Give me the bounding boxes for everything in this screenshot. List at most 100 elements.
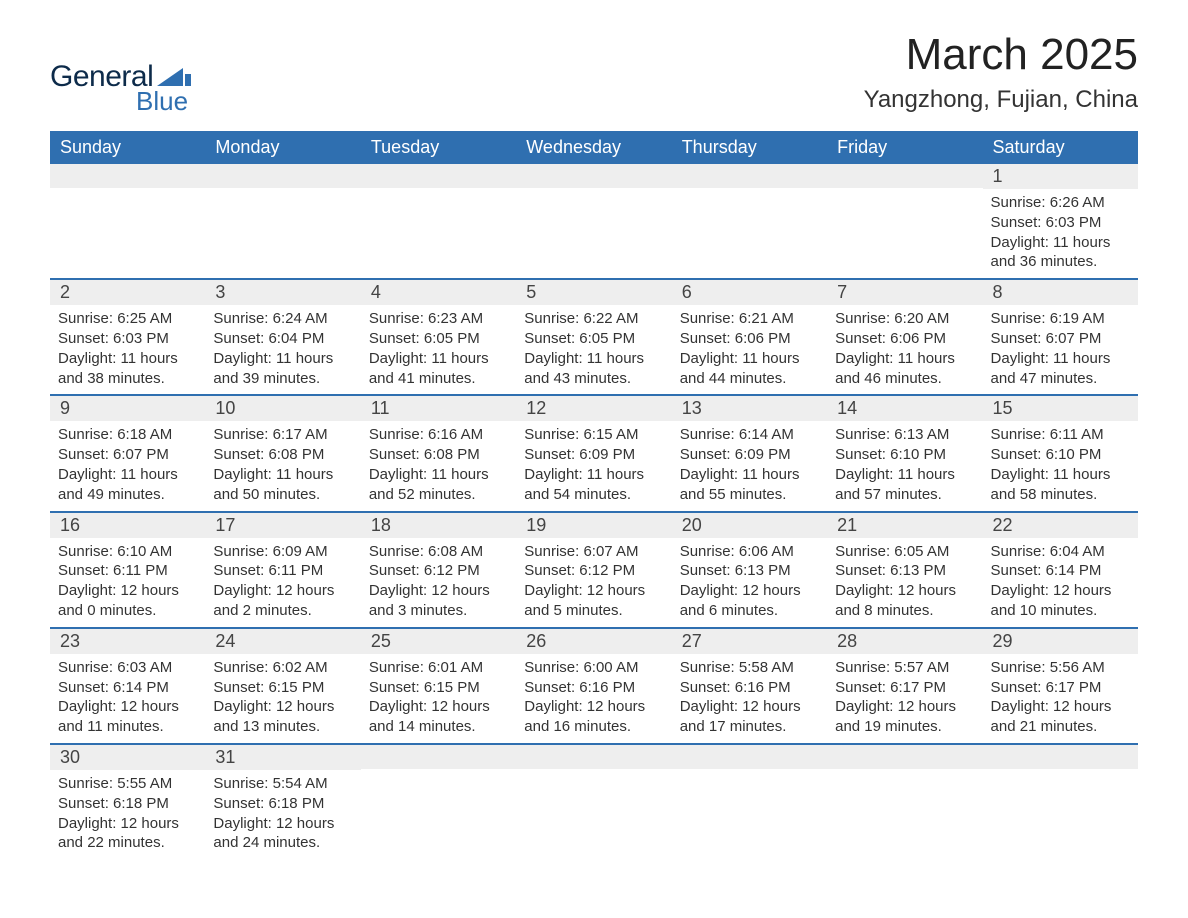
daylight-text: Daylight: 11 hours and 44 minutes. — [680, 349, 819, 389]
daylight-text: Daylight: 12 hours and 14 minutes. — [369, 697, 508, 737]
sunset-text: Sunset: 6:03 PM — [58, 329, 197, 349]
calendar-cell — [983, 745, 1138, 859]
sunrise-text: Sunrise: 6:22 AM — [524, 309, 663, 329]
sunset-text: Sunset: 6:15 PM — [369, 678, 508, 698]
calendar-cell: 3Sunrise: 6:24 AMSunset: 6:04 PMDaylight… — [205, 280, 360, 394]
daylight-text: Daylight: 12 hours and 11 minutes. — [58, 697, 197, 737]
day-number: 8 — [983, 280, 1138, 305]
sunrise-text: Sunrise: 6:03 AM — [58, 658, 197, 678]
sunrise-text: Sunrise: 6:01 AM — [369, 658, 508, 678]
calendar-cell: 20Sunrise: 6:06 AMSunset: 6:13 PMDayligh… — [672, 513, 827, 627]
calendar-cell — [672, 745, 827, 859]
cell-body: Sunrise: 6:19 AMSunset: 6:07 PMDaylight:… — [983, 305, 1138, 390]
cell-body: Sunrise: 6:03 AMSunset: 6:14 PMDaylight:… — [50, 654, 205, 739]
cell-body: Sunrise: 6:16 AMSunset: 6:08 PMDaylight:… — [361, 421, 516, 506]
calendar-cell — [516, 164, 671, 278]
day-number: 23 — [50, 629, 205, 654]
cell-body: Sunrise: 6:20 AMSunset: 6:06 PMDaylight:… — [827, 305, 982, 390]
cell-body: Sunrise: 6:11 AMSunset: 6:10 PMDaylight:… — [983, 421, 1138, 506]
cell-body: Sunrise: 6:21 AMSunset: 6:06 PMDaylight:… — [672, 305, 827, 390]
cell-body: Sunrise: 5:58 AMSunset: 6:16 PMDaylight:… — [672, 654, 827, 739]
sunset-text: Sunset: 6:09 PM — [680, 445, 819, 465]
day-number: 11 — [361, 396, 516, 421]
day-number: 9 — [50, 396, 205, 421]
logo: General Blue — [50, 30, 191, 117]
cell-body: Sunrise: 6:13 AMSunset: 6:10 PMDaylight:… — [827, 421, 982, 506]
calendar-week: 16Sunrise: 6:10 AMSunset: 6:11 PMDayligh… — [50, 511, 1138, 627]
sunset-text: Sunset: 6:16 PM — [680, 678, 819, 698]
calendar-cell: 22Sunrise: 6:04 AMSunset: 6:14 PMDayligh… — [983, 513, 1138, 627]
daylight-text: Daylight: 11 hours and 38 minutes. — [58, 349, 197, 389]
cell-body: Sunrise: 6:00 AMSunset: 6:16 PMDaylight:… — [516, 654, 671, 739]
sunrise-text: Sunrise: 5:54 AM — [213, 774, 352, 794]
logo-text-blue: Blue — [136, 86, 188, 117]
sunset-text: Sunset: 6:04 PM — [213, 329, 352, 349]
calendar-cell: 6Sunrise: 6:21 AMSunset: 6:06 PMDaylight… — [672, 280, 827, 394]
sunset-text: Sunset: 6:17 PM — [991, 678, 1130, 698]
calendar-week: 9Sunrise: 6:18 AMSunset: 6:07 PMDaylight… — [50, 394, 1138, 510]
day-number: 5 — [516, 280, 671, 305]
day-number: 14 — [827, 396, 982, 421]
cell-body: Sunrise: 5:56 AMSunset: 6:17 PMDaylight:… — [983, 654, 1138, 739]
sunset-text: Sunset: 6:13 PM — [680, 561, 819, 581]
day-number: 10 — [205, 396, 360, 421]
sunrise-text: Sunrise: 6:21 AM — [680, 309, 819, 329]
day-number: 28 — [827, 629, 982, 654]
cell-body: Sunrise: 6:06 AMSunset: 6:13 PMDaylight:… — [672, 538, 827, 623]
daylight-text: Daylight: 11 hours and 36 minutes. — [991, 233, 1130, 273]
day-number: 24 — [205, 629, 360, 654]
calendar-week: 30Sunrise: 5:55 AMSunset: 6:18 PMDayligh… — [50, 743, 1138, 859]
daylight-text: Daylight: 12 hours and 5 minutes. — [524, 581, 663, 621]
sunset-text: Sunset: 6:08 PM — [213, 445, 352, 465]
cell-body: Sunrise: 6:23 AMSunset: 6:05 PMDaylight:… — [361, 305, 516, 390]
sunrise-text: Sunrise: 6:17 AM — [213, 425, 352, 445]
calendar-cell: 28Sunrise: 5:57 AMSunset: 6:17 PMDayligh… — [827, 629, 982, 743]
sunset-text: Sunset: 6:03 PM — [991, 213, 1130, 233]
sunrise-text: Sunrise: 6:08 AM — [369, 542, 508, 562]
daylight-text: Daylight: 11 hours and 54 minutes. — [524, 465, 663, 505]
daylight-text: Daylight: 11 hours and 46 minutes. — [835, 349, 974, 389]
sunrise-text: Sunrise: 6:13 AM — [835, 425, 974, 445]
calendar-cell — [205, 164, 360, 278]
cell-body: Sunrise: 6:04 AMSunset: 6:14 PMDaylight:… — [983, 538, 1138, 623]
day-number: 7 — [827, 280, 982, 305]
day-number — [361, 164, 516, 188]
day-number: 22 — [983, 513, 1138, 538]
day-number — [205, 164, 360, 188]
cell-body: Sunrise: 6:09 AMSunset: 6:11 PMDaylight:… — [205, 538, 360, 623]
day-number: 1 — [983, 164, 1138, 189]
calendar-cell: 14Sunrise: 6:13 AMSunset: 6:10 PMDayligh… — [827, 396, 982, 510]
column-header: Monday — [205, 131, 360, 164]
sunrise-text: Sunrise: 6:16 AM — [369, 425, 508, 445]
day-number: 25 — [361, 629, 516, 654]
calendar-cell — [361, 745, 516, 859]
sunrise-text: Sunrise: 6:19 AM — [991, 309, 1130, 329]
daylight-text: Daylight: 12 hours and 17 minutes. — [680, 697, 819, 737]
column-header: Saturday — [983, 131, 1138, 164]
daylight-text: Daylight: 11 hours and 58 minutes. — [991, 465, 1130, 505]
column-header: Tuesday — [361, 131, 516, 164]
weeks-container: 1Sunrise: 6:26 AMSunset: 6:03 PMDaylight… — [50, 164, 1138, 859]
sunrise-text: Sunrise: 6:00 AM — [524, 658, 663, 678]
daylight-text: Daylight: 12 hours and 21 minutes. — [991, 697, 1130, 737]
day-number — [672, 164, 827, 188]
cell-body: Sunrise: 6:25 AMSunset: 6:03 PMDaylight:… — [50, 305, 205, 390]
daylight-text: Daylight: 11 hours and 47 minutes. — [991, 349, 1130, 389]
sunset-text: Sunset: 6:10 PM — [835, 445, 974, 465]
sunset-text: Sunset: 6:18 PM — [213, 794, 352, 814]
cell-body: Sunrise: 6:15 AMSunset: 6:09 PMDaylight:… — [516, 421, 671, 506]
logo-shape-icon — [157, 64, 191, 86]
calendar-cell: 2Sunrise: 6:25 AMSunset: 6:03 PMDaylight… — [50, 280, 205, 394]
calendar-cell: 31Sunrise: 5:54 AMSunset: 6:18 PMDayligh… — [205, 745, 360, 859]
sunrise-text: Sunrise: 6:18 AM — [58, 425, 197, 445]
column-header: Sunday — [50, 131, 205, 164]
sunset-text: Sunset: 6:12 PM — [369, 561, 508, 581]
sunrise-text: Sunrise: 6:25 AM — [58, 309, 197, 329]
calendar-cell: 12Sunrise: 6:15 AMSunset: 6:09 PMDayligh… — [516, 396, 671, 510]
sunrise-text: Sunrise: 6:24 AM — [213, 309, 352, 329]
sunset-text: Sunset: 6:17 PM — [835, 678, 974, 698]
calendar-cell: 18Sunrise: 6:08 AMSunset: 6:12 PMDayligh… — [361, 513, 516, 627]
sunset-text: Sunset: 6:06 PM — [680, 329, 819, 349]
sunset-text: Sunset: 6:05 PM — [524, 329, 663, 349]
calendar-cell: 15Sunrise: 6:11 AMSunset: 6:10 PMDayligh… — [983, 396, 1138, 510]
